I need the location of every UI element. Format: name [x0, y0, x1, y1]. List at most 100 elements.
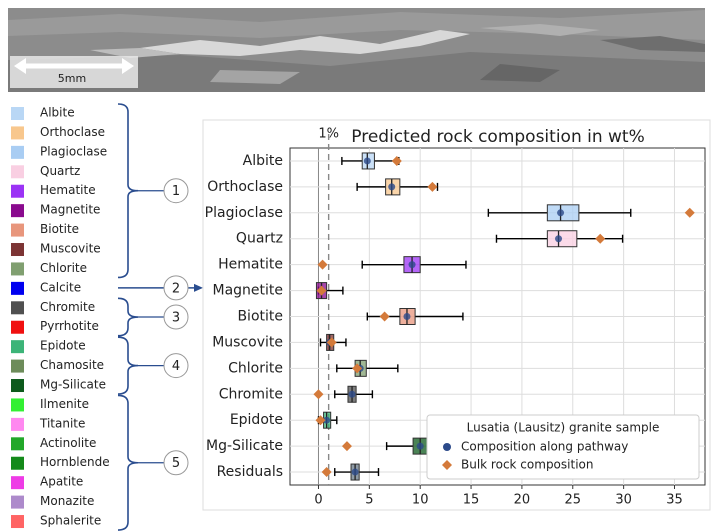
mineral-name: Orthoclase [40, 125, 105, 139]
swatch [11, 320, 24, 334]
bulk-marker [341, 441, 352, 452]
group-badge [163, 353, 189, 379]
pathway-marker [408, 261, 416, 269]
brace [117, 103, 139, 279]
group-label: 4 [172, 359, 180, 374]
group-label: 5 [172, 456, 180, 471]
swatch [11, 398, 24, 412]
mineral-name: Actinolite [40, 436, 96, 450]
y-tick-label: Residuals [217, 464, 283, 480]
swatch [11, 301, 24, 315]
swatch [11, 456, 24, 470]
swatch [11, 243, 24, 257]
pathway-marker [555, 235, 563, 243]
pathway-marker [388, 183, 396, 191]
pathway-marker [403, 313, 411, 320]
swatch [11, 437, 24, 451]
bulk-marker [326, 337, 337, 348]
y-tick-label: Chromite [219, 386, 283, 402]
legend-title: Lusatia (Lausitz) granite sample [467, 421, 660, 435]
mineral-legend: Albite Orthoclase Plagioclase Quartz Hematit… [11, 103, 203, 531]
y-tick-label: Mg-Silicate [206, 438, 283, 454]
bulk-marker [595, 233, 606, 244]
pathway-marker [323, 416, 331, 424]
bulk-marker [684, 207, 695, 218]
y-tick-label: Epidote [230, 412, 283, 428]
y-tick-label: Magnetite [212, 283, 283, 299]
pathway-marker [416, 442, 424, 450]
bulk-marker [352, 363, 363, 374]
group-label: 2 [172, 281, 180, 296]
swatch [11, 204, 24, 218]
y-tick-label: Orthoclase [207, 179, 283, 195]
mineral-name: Ilmenite [40, 397, 89, 411]
mineral-name: Chromite [40, 300, 95, 314]
group-label: 3 [172, 311, 180, 326]
x-tick-label: 10 [412, 493, 429, 508]
mineral-name: Pyrrhotite [40, 319, 99, 333]
chart-title: Predicted rock composition in wt% [351, 127, 645, 147]
group-badge [163, 178, 189, 204]
arrow-head [194, 283, 203, 292]
x-tick-label: 20 [514, 493, 531, 508]
mineral-name: Epidote [40, 339, 86, 353]
bulk-marker [379, 311, 390, 322]
bulk-marker [316, 285, 327, 296]
y-tick-label: Plagioclase [205, 205, 283, 221]
y-tick-label: Chlorite [228, 360, 283, 376]
bulk-marker [315, 415, 326, 426]
y-tick-label: Biotite [237, 309, 283, 325]
bulk-marker [391, 155, 402, 166]
swatch [11, 145, 24, 159]
swatch [11, 107, 24, 120]
legend-marker [443, 443, 451, 451]
mineral-name: Sphalerite [40, 514, 101, 528]
swatch [11, 262, 24, 276]
y-tick-label: Albite [243, 153, 283, 169]
mineral-name: Albite [40, 106, 75, 120]
y-tick-label: Muscovite [212, 334, 283, 350]
x-tick-label: 25 [564, 493, 581, 508]
x-tick-label: 15 [463, 493, 480, 508]
mineral-name: Muscovite [40, 242, 101, 256]
pathway-marker [348, 390, 356, 398]
x-tick-label: 35 [666, 493, 683, 508]
mineral-name: Plagioclase [40, 144, 107, 158]
bulk-marker [313, 389, 324, 400]
swatch [11, 379, 24, 393]
group-label: 1 [172, 184, 180, 199]
x-tick-label: 5 [365, 493, 373, 508]
bulk-marker [317, 259, 328, 270]
mineral-name: Magnetite [40, 203, 100, 217]
group-badge [163, 450, 189, 476]
legend-marker [442, 460, 452, 470]
mineral-name: Quartz [40, 164, 80, 178]
chart: 0 5 10 15 20 25 30 35 Albite Orthoclase Plagioclas… [205, 127, 706, 508]
legend-box [426, 414, 700, 480]
x-tick-label: 0 [314, 493, 322, 508]
mineral-name: Biotite [40, 222, 79, 236]
micrograph [8, 8, 705, 92]
group-badge [163, 275, 189, 301]
bulk-marker [321, 467, 332, 478]
y-tick-label: Hematite [218, 257, 283, 273]
mineral-name: Mg-Silicate [40, 378, 106, 392]
group-badge [163, 304, 189, 330]
legend-label: Bulk rock composition [461, 458, 593, 472]
mineral-name: Apatite [40, 475, 83, 489]
mineral-name: Calcite [40, 280, 81, 294]
swatch [11, 223, 24, 237]
mineral-name: Monazite [40, 494, 94, 508]
pathway-marker [363, 157, 371, 165]
swatch [11, 165, 24, 179]
mineral-name: Chamosite [40, 358, 104, 372]
mineral-name: Titanite [39, 416, 85, 430]
box [546, 230, 578, 248]
brace [117, 297, 139, 337]
legend-label: Composition along pathway [461, 440, 628, 454]
swatch [11, 476, 24, 490]
swatch [11, 340, 24, 354]
mineral-name: Hematite [40, 183, 96, 197]
brace [117, 394, 139, 531]
